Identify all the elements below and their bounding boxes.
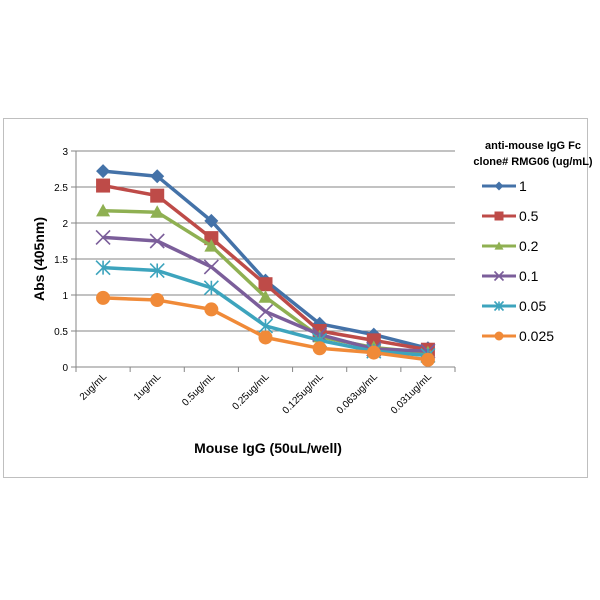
legend-label: 0.05	[519, 298, 546, 314]
legend-title-line2: clone# RMG06 (ug/mL)	[473, 156, 593, 168]
circle-marker	[204, 302, 219, 317]
circle-marker	[258, 330, 273, 345]
y-tick-label: 3	[62, 147, 68, 158]
x-marker	[149, 233, 165, 249]
star-marker	[203, 280, 219, 296]
x-marker	[257, 303, 274, 320]
triangle-marker	[150, 205, 165, 218]
x-tick-label: 1ug/mL	[132, 371, 164, 403]
y-tick-label: 1	[62, 291, 68, 302]
triangle-marker	[96, 203, 111, 217]
x-tick-label: 0.125ug/mL	[281, 371, 326, 416]
series-0_025	[96, 290, 435, 367]
chart-frame	[3, 118, 588, 478]
star-marker	[493, 300, 505, 312]
legend-label: 0.5	[519, 208, 539, 224]
square-marker	[258, 277, 273, 292]
y-tick-label: 2	[62, 219, 68, 230]
y-tick-label: 2.5	[54, 183, 68, 194]
diamond-marker	[494, 181, 504, 191]
legend-title-line1: anti-mouse IgG Fc	[485, 140, 581, 152]
y-tick-label: 0.5	[54, 327, 68, 338]
y-axis-label: Abs (405nm)	[31, 217, 47, 301]
legend-label: 0.1	[519, 268, 539, 284]
circle-marker	[420, 352, 435, 367]
square-marker	[150, 188, 165, 203]
square-marker	[366, 333, 381, 348]
x-tick-label: 0.031ug/mL	[389, 371, 434, 416]
x-tick-label: 0.25ug/mL	[230, 371, 272, 413]
x-marker	[493, 270, 505, 282]
circle-marker	[150, 293, 165, 308]
x-marker	[95, 229, 111, 245]
diamond-marker	[96, 164, 111, 179]
x-tick-label: 0.5ug/mL	[180, 371, 218, 409]
star-marker	[149, 262, 165, 279]
square-marker	[204, 231, 219, 246]
y-tick-label: 0	[62, 363, 68, 374]
y-tick-label: 1.5	[54, 255, 68, 266]
x-tick-label: 2ug/mL	[78, 371, 110, 403]
legend-label: 1	[519, 178, 527, 194]
circle-marker	[96, 290, 111, 305]
circle-marker	[366, 345, 381, 360]
triangle-marker	[494, 241, 504, 250]
circle-marker	[312, 341, 327, 356]
x-axis-label: Mouse IgG (50uL/well)	[194, 440, 342, 456]
legend-label: 0.2	[519, 238, 539, 254]
star-marker	[95, 260, 111, 276]
legend-label: 0.025	[519, 328, 554, 344]
diamond-marker	[150, 169, 165, 184]
x-tick-label: 0.063ug/mL	[335, 371, 380, 416]
triangle-marker	[204, 239, 219, 252]
square-marker	[494, 211, 504, 221]
diamond-marker	[204, 213, 219, 228]
x-marker	[203, 259, 219, 275]
triangle-marker	[258, 290, 273, 303]
circle-marker	[494, 331, 504, 341]
square-marker	[96, 178, 111, 193]
